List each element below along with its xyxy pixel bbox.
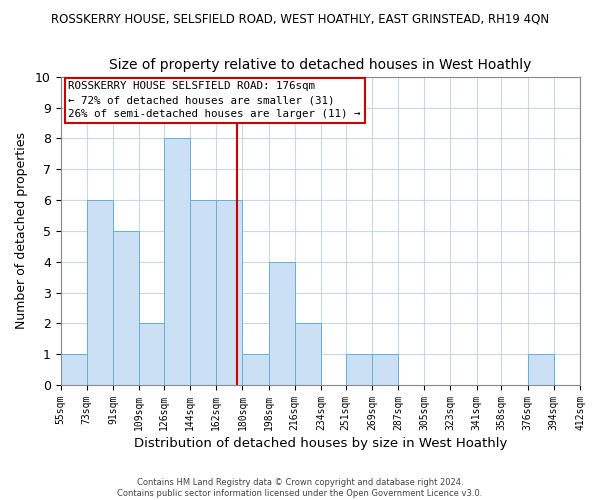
Bar bbox=[527, 354, 554, 385]
Bar bbox=[190, 200, 216, 385]
Bar bbox=[87, 200, 113, 385]
Bar bbox=[295, 324, 321, 385]
Bar bbox=[372, 354, 398, 385]
Bar bbox=[346, 354, 372, 385]
Bar bbox=[269, 262, 295, 385]
Bar bbox=[242, 354, 269, 385]
Text: ROSSKERRY HOUSE SELSFIELD ROAD: 176sqm
← 72% of detached houses are smaller (31): ROSSKERRY HOUSE SELSFIELD ROAD: 176sqm ←… bbox=[68, 82, 361, 120]
Bar bbox=[139, 324, 164, 385]
Bar bbox=[61, 354, 87, 385]
Text: Contains HM Land Registry data © Crown copyright and database right 2024.
Contai: Contains HM Land Registry data © Crown c… bbox=[118, 478, 482, 498]
Text: ROSSKERRY HOUSE, SELSFIELD ROAD, WEST HOATHLY, EAST GRINSTEAD, RH19 4QN: ROSSKERRY HOUSE, SELSFIELD ROAD, WEST HO… bbox=[51, 12, 549, 26]
Bar bbox=[113, 231, 139, 385]
Y-axis label: Number of detached properties: Number of detached properties bbox=[15, 132, 28, 330]
Bar bbox=[216, 200, 242, 385]
X-axis label: Distribution of detached houses by size in West Hoathly: Distribution of detached houses by size … bbox=[134, 437, 507, 450]
Bar bbox=[164, 138, 190, 385]
Title: Size of property relative to detached houses in West Hoathly: Size of property relative to detached ho… bbox=[109, 58, 532, 71]
